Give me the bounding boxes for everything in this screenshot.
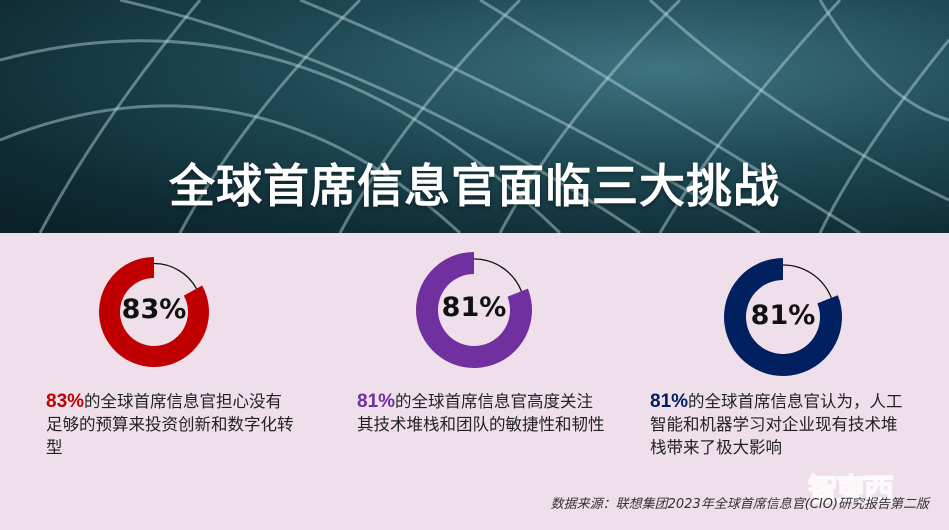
donut-3-value: 81%	[750, 300, 816, 331]
caption-1-text: 的全球首席信息官担心没有足够的预算来投资创新和数字化转型	[46, 392, 294, 457]
caption-3: 81%的全球首席信息官认为，人工智能和机器学习对企业现有技术堆栈带来了极大影响	[650, 390, 906, 459]
donut-chart-2	[416, 252, 532, 368]
data-source: 数据来源：联想集团2023年全球首席信息官(CIO)研究报告第二版	[550, 497, 929, 512]
caption-1: 83%的全球首席信息官担心没有足够的预算来投资创新和数字化转型	[46, 390, 298, 459]
donut-remainder-arc	[153, 262, 198, 289]
donut-fill-arc	[724, 258, 842, 376]
caption-2-highlight: 81%	[357, 391, 396, 412]
donut-chart-3	[724, 258, 842, 376]
svg-text:智東西: 智東西	[808, 473, 893, 508]
page-title: 全球首席信息官面临三大挑战	[169, 159, 780, 213]
header-image: 全球首席信息官面临三大挑战	[0, 0, 949, 233]
caption-2-text: 的全球首席信息官高度关注其技术堆栈和团队的敏捷性和韧性	[357, 392, 605, 434]
caption-3-highlight: 81%	[650, 391, 689, 412]
watermark-logo: 智東西	[807, 468, 918, 516]
donut-1-value: 83%	[121, 294, 187, 325]
donut-remainder-arc	[782, 264, 832, 299]
caption-3-text: 的全球首席信息官认为，人工智能和机器学习对企业现有技术堆栈带来了极大影响	[650, 392, 903, 457]
donut-fill-arc	[98, 257, 209, 367]
donut-fill-arc	[416, 252, 532, 368]
donut-2-value: 81%	[441, 292, 507, 323]
donut-remainder-arc	[473, 258, 523, 292]
donut-chart-1	[98, 257, 209, 367]
architecture-lines	[0, 0, 949, 233]
caption-1-highlight: 83%	[46, 391, 85, 412]
caption-2: 81%的全球首席信息官高度关注其技术堆栈和团队的敏捷性和韧性	[357, 390, 609, 436]
